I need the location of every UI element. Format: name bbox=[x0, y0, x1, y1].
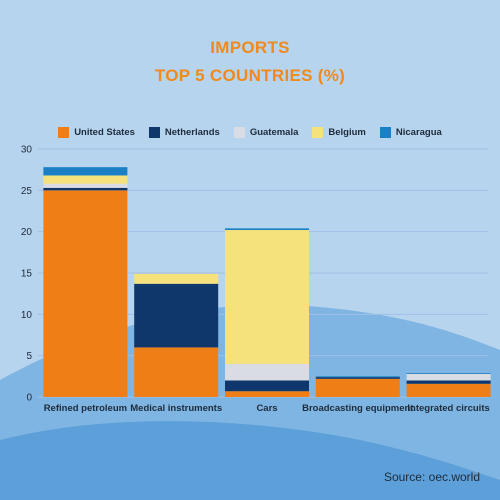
legend-label: United States bbox=[74, 127, 135, 138]
source-note: Source: oec.world bbox=[383, 470, 480, 484]
legend-swatch bbox=[58, 127, 70, 138]
bar-segment bbox=[406, 380, 491, 384]
legend-item: United States bbox=[58, 127, 135, 138]
legend-label: Guatemala bbox=[249, 127, 299, 138]
y-tick-label: 10 bbox=[21, 310, 33, 321]
legend-label: Netherlands bbox=[164, 127, 220, 138]
bar-segment bbox=[315, 377, 400, 379]
legend-label: Nicaragua bbox=[395, 127, 442, 138]
bar-segment bbox=[225, 230, 309, 364]
legend-item: Belgium bbox=[312, 127, 366, 138]
bar-segment bbox=[43, 183, 128, 188]
bar-segment bbox=[315, 378, 400, 397]
legend: United States Netherlands Guatemala Belgium… bbox=[0, 127, 500, 138]
bar-segment bbox=[225, 391, 309, 397]
y-tick-label: 25 bbox=[21, 186, 33, 197]
chart-title-line-2: TOP 5 COUNTRIES (%) bbox=[154, 66, 346, 85]
bar-segment bbox=[315, 376, 400, 378]
legend-swatch bbox=[312, 127, 324, 138]
bar-segment bbox=[225, 380, 309, 392]
legend-item: Guatemala bbox=[233, 127, 299, 138]
bar-segment bbox=[406, 383, 491, 397]
legend-swatch bbox=[148, 127, 160, 138]
x-tick-label: Medical instruments bbox=[130, 403, 222, 414]
bar-segment bbox=[134, 347, 219, 397]
legend-item: Netherlands bbox=[148, 127, 220, 138]
legend-item: Nicaragua bbox=[379, 127, 442, 138]
legend-swatch bbox=[379, 127, 391, 138]
bar-segment bbox=[225, 363, 309, 381]
y-tick-label: 0 bbox=[26, 393, 32, 404]
chart-title-line-1: IMPORTS bbox=[210, 38, 290, 57]
x-tick-label: Integrated circuits bbox=[407, 403, 489, 414]
y-tick-label: 30 bbox=[21, 145, 33, 156]
background-wave-front bbox=[0, 421, 500, 500]
bar-segment bbox=[43, 187, 128, 191]
y-tick-label: 20 bbox=[21, 227, 33, 238]
x-tick-label: Cars bbox=[256, 403, 277, 414]
bar-segment bbox=[225, 228, 309, 231]
y-tick-label: 15 bbox=[21, 269, 33, 280]
bar-segment bbox=[406, 373, 491, 374]
bar-segment bbox=[43, 190, 128, 397]
legend-label: Belgium bbox=[328, 127, 366, 138]
bar-segment bbox=[406, 373, 491, 381]
bar-segment bbox=[43, 167, 128, 176]
x-tick-label: Refined petroleum bbox=[44, 403, 127, 414]
x-tick-label: Broadcasting equipment bbox=[302, 403, 414, 414]
bar-segment bbox=[134, 273, 219, 284]
bar-segment bbox=[134, 283, 219, 348]
legend-swatch bbox=[233, 127, 245, 138]
bar-segment bbox=[43, 175, 128, 184]
y-tick-label: 5 bbox=[26, 351, 32, 362]
